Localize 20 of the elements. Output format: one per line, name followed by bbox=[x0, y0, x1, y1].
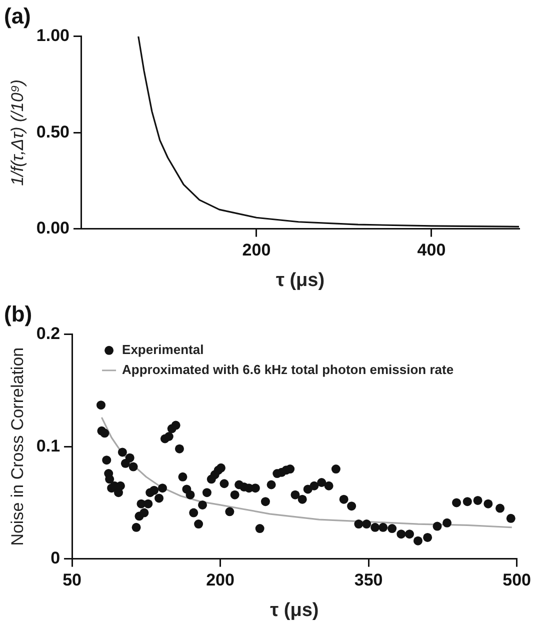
y-tick-label: 0.50 bbox=[36, 122, 70, 142]
x-axis-title: τ (μs) bbox=[276, 270, 325, 291]
legend-label: Experimental bbox=[122, 342, 204, 357]
y-axis-title: 1/f(τ,Δτ) (/10⁹) bbox=[8, 79, 27, 186]
y-tick-label: 0.00 bbox=[36, 218, 70, 238]
y-axis-title: Noise in Cross Correlation bbox=[8, 347, 27, 546]
chart-title: (b) bbox=[4, 301, 32, 326]
x-tick-label: 200 bbox=[242, 240, 271, 260]
y-tick-label: 0.1 bbox=[36, 436, 60, 456]
x-tick-label: 400 bbox=[417, 240, 446, 260]
y-tick-label: 0 bbox=[50, 548, 60, 568]
x-tick-label: 200 bbox=[206, 570, 234, 590]
y-tick-label: 0.2 bbox=[36, 324, 60, 344]
x-tick-label: 500 bbox=[502, 570, 532, 590]
y-tick-label: 1.00 bbox=[36, 26, 70, 46]
x-axis-title: τ (μs) bbox=[270, 600, 319, 621]
x-tick-label: 350 bbox=[354, 570, 383, 590]
chart-title: (a) bbox=[4, 3, 31, 28]
legend-label: Approximated with 6.6 kHz total photon emission rate bbox=[122, 362, 454, 377]
x-tick-label: 50 bbox=[62, 570, 82, 590]
